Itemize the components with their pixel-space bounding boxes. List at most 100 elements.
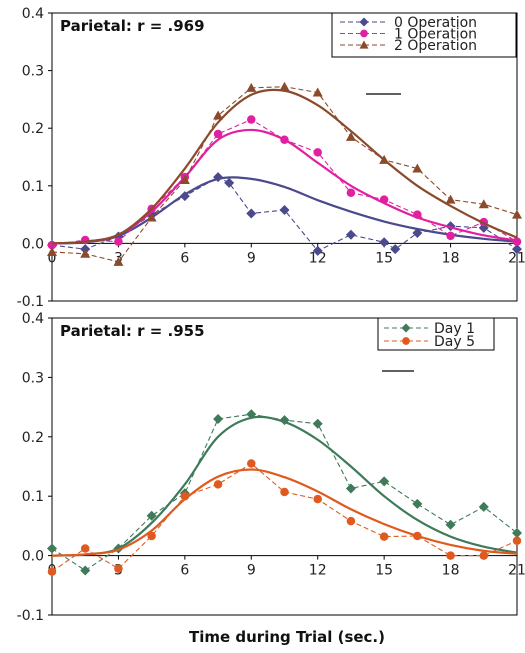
data-point: [412, 163, 423, 173]
data-point: [246, 409, 257, 420]
y-tick-label: 0.1: [22, 489, 44, 505]
data-point: [412, 228, 423, 239]
x-tick-label: 0: [48, 250, 57, 266]
data-point: [312, 245, 323, 256]
series-day-1: [47, 409, 522, 576]
data-point: [512, 209, 522, 219]
data-point: [390, 244, 401, 255]
data-point: [445, 194, 456, 204]
data-point: [379, 195, 389, 204]
data-point: [379, 237, 390, 248]
data-point: [246, 82, 257, 92]
legend-label: 1 Operation: [394, 27, 477, 43]
data-point: [478, 501, 489, 512]
series-2-operation: [47, 81, 522, 266]
data-point: [512, 528, 522, 539]
data-point: [146, 212, 157, 222]
data-point: [312, 418, 323, 429]
data-point: [379, 532, 389, 541]
legend-marker: [359, 40, 369, 49]
x-tick-label: 9: [247, 250, 256, 266]
data-point: [113, 256, 124, 266]
y-axis: -0.1 0.0 0.1 0.2 0.3 0.4: [17, 6, 52, 310]
data-point: [446, 231, 455, 241]
legend-marker: [401, 323, 411, 333]
fit-curve: [51, 88, 518, 245]
data-point: [80, 565, 91, 576]
data-point: [345, 131, 356, 141]
x-tick-label: 18: [442, 563, 460, 579]
data-point: [213, 172, 224, 183]
data-point: [280, 487, 289, 497]
plot-area: [51, 317, 518, 616]
y-tick-label: 0.4: [22, 6, 44, 22]
data-point: [213, 110, 224, 120]
y-tick-label: -0.1: [17, 608, 44, 624]
data-point: [213, 129, 223, 139]
x-axis-label: Time during Trial (sec.): [189, 628, 385, 646]
data-point: [47, 543, 57, 554]
legend-box: [377, 317, 495, 351]
data-point: [446, 551, 455, 560]
y-axis: -0.1 0.0 0.1 0.2 0.3 0.4: [17, 311, 52, 624]
data-point: [279, 204, 290, 215]
data-point: [114, 237, 123, 246]
series-layer: [47, 409, 522, 576]
chart-title: Parietal: r = .969: [60, 17, 205, 35]
data-point: [478, 199, 489, 209]
legend-label: Day 5: [434, 334, 475, 350]
legend-label: Day 1: [434, 321, 475, 337]
x-tick-label: 6: [180, 563, 189, 579]
x-tick-label: 6: [180, 250, 189, 266]
data-point: [147, 531, 156, 541]
data-point: [512, 237, 522, 246]
data-point: [379, 154, 390, 164]
data-point: [224, 177, 235, 188]
series-layer: [47, 81, 522, 266]
data-point: [279, 81, 290, 91]
data-point: [179, 175, 190, 185]
x-tick-label: 9: [247, 563, 256, 579]
x-tick-label: 12: [309, 250, 327, 266]
y-tick-label: 0.4: [22, 311, 44, 327]
y-tick-label: -0.1: [17, 294, 44, 310]
data-point: [512, 536, 522, 545]
x-tick-label: 21: [508, 563, 525, 579]
y-tick-label: 0.3: [22, 64, 44, 80]
legend-label: 2 Operation: [394, 38, 477, 54]
data-point: [413, 210, 422, 219]
data-point: [479, 551, 489, 560]
data-point: [213, 413, 224, 424]
data-point: [247, 115, 256, 124]
data-point: [279, 415, 290, 426]
data-point: [346, 188, 356, 197]
data-point: [345, 483, 356, 494]
data-point: [80, 248, 91, 258]
data-point: [180, 491, 190, 501]
y-tick-label: 0.0: [22, 236, 44, 252]
data-point: [313, 148, 322, 157]
data-point: [213, 480, 223, 489]
data-point: [413, 531, 422, 541]
x-tick-label: 18: [442, 250, 460, 266]
data-point: [346, 516, 356, 526]
plot-area: [51, 12, 518, 302]
chart-title: Parietal: r = .955: [60, 322, 205, 340]
data-point: [246, 208, 257, 219]
legend-label: 0 Operation: [394, 15, 477, 31]
data-point: [313, 494, 322, 504]
chart-panel-bottom: -0.10.00.10.20.30.4 036912151821 Parieta…: [17, 311, 525, 624]
data-point: [247, 459, 256, 468]
legend-marker: [360, 29, 368, 38]
series-day-5: [47, 459, 522, 576]
data-point: [179, 191, 190, 202]
data-point: [280, 135, 289, 144]
data-point: [114, 564, 123, 573]
data-point: [47, 567, 57, 576]
data-point: [47, 247, 57, 257]
y-tick-label: 0.3: [22, 370, 44, 386]
x-tick-label: 12: [309, 563, 327, 579]
